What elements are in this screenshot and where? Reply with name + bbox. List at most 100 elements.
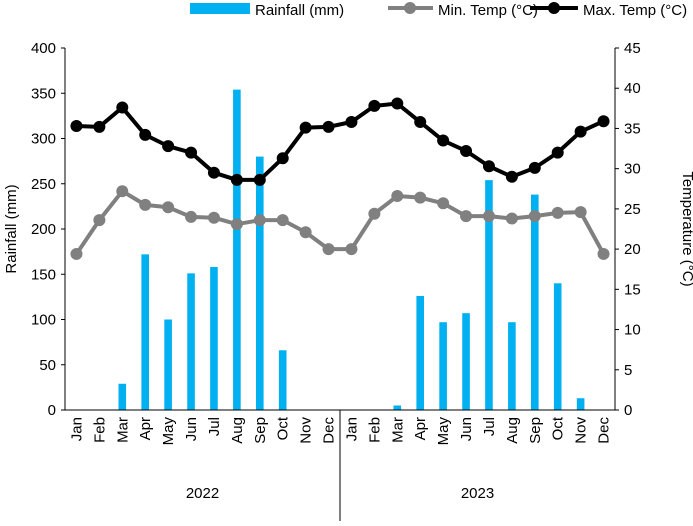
max-temp-point bbox=[253, 173, 266, 186]
max-temp-line bbox=[76, 101, 605, 182]
month-label: May bbox=[160, 417, 177, 446]
right-tick-label: 20 bbox=[624, 241, 641, 258]
max-temp-point bbox=[368, 99, 381, 112]
rainfall-bar bbox=[462, 313, 470, 410]
min-temp-point bbox=[253, 214, 266, 227]
max-temp-point bbox=[322, 120, 335, 133]
right-tick-label: 25 bbox=[624, 201, 641, 218]
rainfall-bar bbox=[210, 267, 218, 410]
min-temp-point bbox=[276, 214, 289, 227]
min-temp-point bbox=[597, 247, 610, 260]
month-label: Dec bbox=[596, 417, 613, 444]
left-tick-label: 200 bbox=[31, 221, 56, 238]
min-temp-point bbox=[528, 210, 541, 223]
rainfall-bar bbox=[278, 350, 287, 410]
rainfall-bar bbox=[118, 383, 127, 410]
month-label: Feb bbox=[91, 417, 108, 443]
right-tick-label: 35 bbox=[624, 120, 641, 137]
right-tick-label: 30 bbox=[624, 161, 641, 178]
month-label: Sep bbox=[527, 417, 544, 444]
min-temp-point bbox=[574, 206, 587, 219]
left-tick-label: 350 bbox=[31, 85, 56, 102]
min-temp-point bbox=[551, 206, 564, 219]
min-temp-point bbox=[70, 247, 83, 260]
right-tick-label: 5 bbox=[624, 362, 632, 379]
rainfall-bar bbox=[393, 405, 402, 410]
left-tick-label: 250 bbox=[31, 176, 56, 193]
month-label: Jul bbox=[206, 417, 223, 436]
min-temp-point bbox=[139, 198, 152, 211]
legend-min-temp-marker bbox=[404, 2, 416, 14]
min-temp-point bbox=[460, 210, 473, 223]
left-tick-label: 400 bbox=[31, 40, 56, 57]
right-tick-label: 15 bbox=[624, 281, 641, 298]
min-temp-point bbox=[116, 185, 129, 198]
rainfall-bar bbox=[553, 283, 562, 410]
year-label: 2022 bbox=[186, 485, 219, 502]
rainfall-bar bbox=[576, 398, 585, 410]
max-temp-point bbox=[139, 128, 152, 141]
min-temp-point bbox=[414, 191, 427, 204]
month-label: Jun bbox=[183, 417, 200, 441]
max-temp-point bbox=[162, 140, 175, 153]
min-temp-line bbox=[74, 189, 606, 256]
month-label: Jan bbox=[68, 417, 85, 441]
max-temp-point bbox=[93, 120, 106, 133]
month-label: May bbox=[435, 417, 452, 446]
legend-max-temp-marker bbox=[548, 2, 560, 14]
rainfall-bar bbox=[233, 89, 241, 410]
min-temp-point bbox=[345, 243, 358, 256]
month-label: Nov bbox=[298, 417, 315, 444]
left-tick-label: 300 bbox=[31, 131, 56, 148]
month-label: Apr bbox=[137, 417, 154, 440]
right-tick-label: 45 bbox=[624, 40, 641, 57]
year-label: 2023 bbox=[461, 485, 494, 502]
min-temp-point bbox=[93, 214, 106, 227]
max-temp-point bbox=[391, 97, 404, 110]
min-temp-point bbox=[391, 190, 404, 203]
min-temp-point bbox=[437, 197, 450, 210]
legend-rainfall-label: Rainfall (mm) bbox=[255, 2, 344, 19]
legend-rainfall-swatch bbox=[190, 3, 250, 14]
max-temp-point bbox=[185, 146, 198, 159]
max-temp-point bbox=[345, 116, 358, 129]
max-temp-point bbox=[460, 144, 473, 157]
max-temp-point bbox=[574, 125, 587, 138]
month-label: Nov bbox=[573, 417, 590, 444]
min-temp-point bbox=[185, 210, 198, 223]
rainfall-bar bbox=[416, 295, 425, 410]
month-label: Feb bbox=[366, 417, 383, 443]
month-label: Oct bbox=[550, 416, 567, 440]
right-tick-label: 10 bbox=[624, 322, 641, 339]
month-label: Aug bbox=[504, 417, 521, 444]
min-temp-point bbox=[299, 226, 312, 239]
month-label: Jun bbox=[458, 417, 475, 441]
max-temp-point bbox=[276, 152, 289, 165]
max-temp-point bbox=[116, 101, 129, 114]
legend-min-temp-label: Min. Temp (°C) bbox=[438, 2, 538, 19]
min-temp-point bbox=[368, 207, 381, 220]
left-tick-label: 50 bbox=[39, 357, 56, 374]
max-temp-point bbox=[207, 166, 220, 179]
month-label: Jan bbox=[343, 417, 360, 441]
min-temp-point bbox=[505, 212, 518, 225]
max-temp-point bbox=[597, 115, 610, 128]
month-label: Mar bbox=[389, 417, 406, 443]
max-temp-point bbox=[482, 160, 495, 173]
max-temp-point bbox=[528, 161, 541, 174]
right-axis-title: Temperature (°C) bbox=[679, 171, 693, 286]
min-temp-point bbox=[230, 218, 243, 231]
min-temp-point bbox=[482, 210, 495, 223]
rainfall-bar bbox=[141, 254, 150, 410]
month-label: Apr bbox=[412, 417, 429, 440]
rainfall-bar bbox=[164, 319, 172, 410]
min-temp-point bbox=[322, 243, 335, 256]
max-temp-point bbox=[230, 173, 243, 186]
rainfall-bar bbox=[439, 322, 447, 410]
max-temp-point bbox=[299, 121, 312, 134]
max-temp-point bbox=[551, 146, 564, 159]
month-label: Aug bbox=[229, 417, 246, 444]
min-temp-point bbox=[207, 211, 220, 224]
max-temp-point bbox=[437, 134, 450, 147]
